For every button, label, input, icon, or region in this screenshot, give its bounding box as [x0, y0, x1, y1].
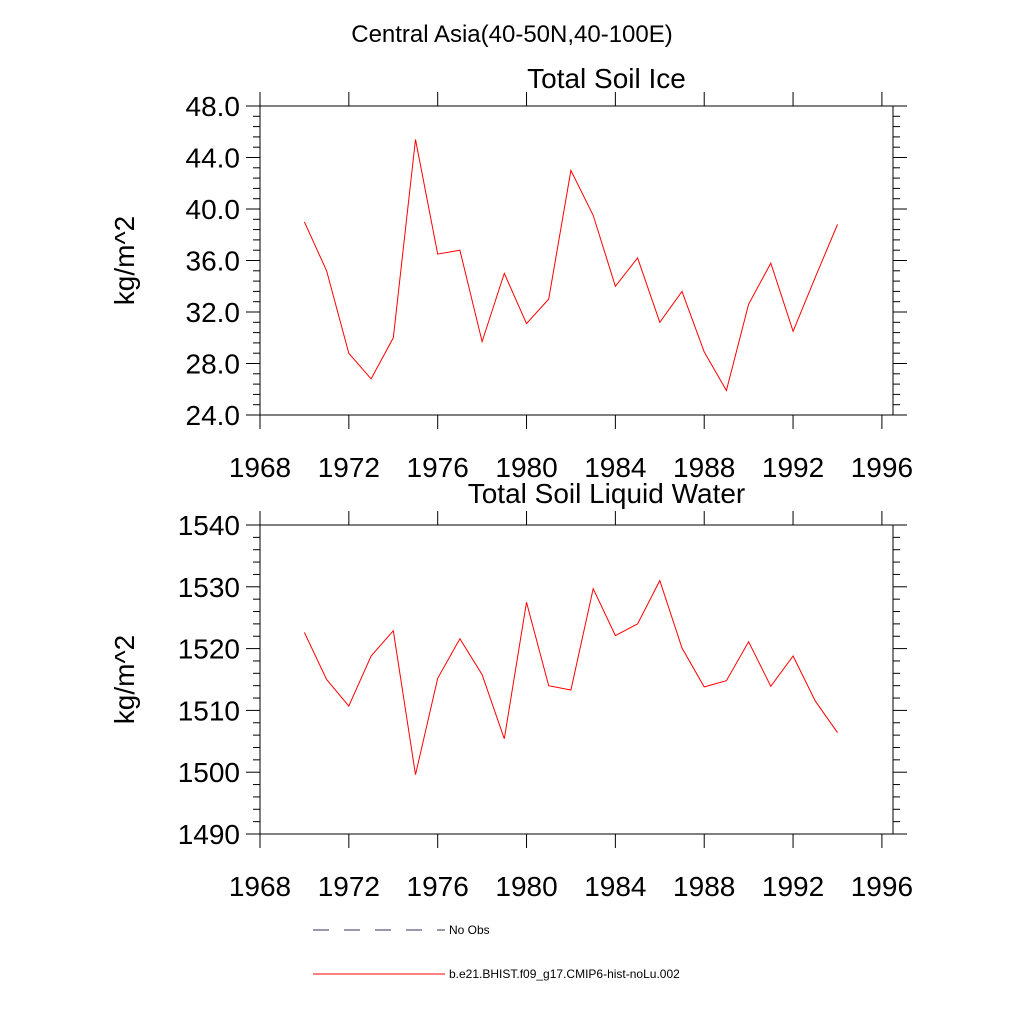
plot-frame [259, 105, 894, 416]
x-tick-label: 1968 [229, 871, 291, 902]
legend-label-model: b.e21.BHIST.f09_g17.CMIP6-hist-noLu.002 [449, 967, 680, 981]
x-tick-label: 1988 [673, 871, 735, 902]
x-tick-label: 1996 [851, 452, 913, 483]
x-tick-label: 1984 [584, 871, 646, 902]
legend: No Obs b.e21.BHIST.f09_g17.CMIP6-hist-no… [313, 923, 680, 981]
x-tick-label: 1980 [495, 452, 557, 483]
x-tick-label: 1988 [673, 452, 735, 483]
y-tick-label: 1500 [178, 757, 240, 788]
series-line [303, 579, 838, 775]
y-tick-label: 24.0 [186, 400, 241, 431]
panel-title: Total Soil Ice [527, 63, 686, 94]
series-line [303, 139, 838, 392]
plot-frame [259, 524, 894, 835]
y-tick-label: 1520 [178, 634, 240, 665]
panel-total-soil-liquid-water: Total Soil Liquid Water kg/m^2 1968 1972 197… [109, 478, 913, 902]
y-tick-label: 28.0 [186, 349, 241, 380]
x-tick-label: 1968 [229, 452, 291, 483]
figure-title: Central Asia(40-50N,40-100E) [351, 21, 673, 48]
y-tick-label: 1540 [178, 510, 240, 541]
y-axis-label: kg/m^2 [109, 216, 140, 305]
x-tick-label: 1980 [495, 871, 557, 902]
x-tick-label: 1972 [318, 871, 380, 902]
y-axis-label: kg/m^2 [109, 635, 140, 724]
x-tick-label: 1992 [762, 871, 824, 902]
x-tick-label: 1976 [407, 871, 469, 902]
y-tick-label: 40.0 [186, 194, 241, 225]
x-tick-label: 1976 [407, 452, 469, 483]
y-tick-label: 1510 [178, 695, 240, 726]
y-tick-label: 36.0 [186, 246, 241, 277]
x-tick-label: 1984 [584, 452, 646, 483]
panel-total-soil-ice: Total Soil Ice kg/m^2 1968 1972 1976 1980 1984… [109, 63, 913, 483]
legend-label-no-obs: No Obs [449, 923, 490, 937]
x-tick-label: 1972 [318, 452, 380, 483]
y-tick-label: 1530 [178, 572, 240, 603]
panel-title: Total Soil Liquid Water [468, 478, 746, 509]
y-tick-label: 44.0 [186, 143, 241, 174]
x-tick-label: 1992 [762, 452, 824, 483]
x-tick-label: 1996 [851, 871, 913, 902]
y-tick-label: 48.0 [186, 91, 241, 122]
y-tick-label: 32.0 [186, 297, 241, 328]
y-tick-label: 1490 [178, 819, 240, 850]
